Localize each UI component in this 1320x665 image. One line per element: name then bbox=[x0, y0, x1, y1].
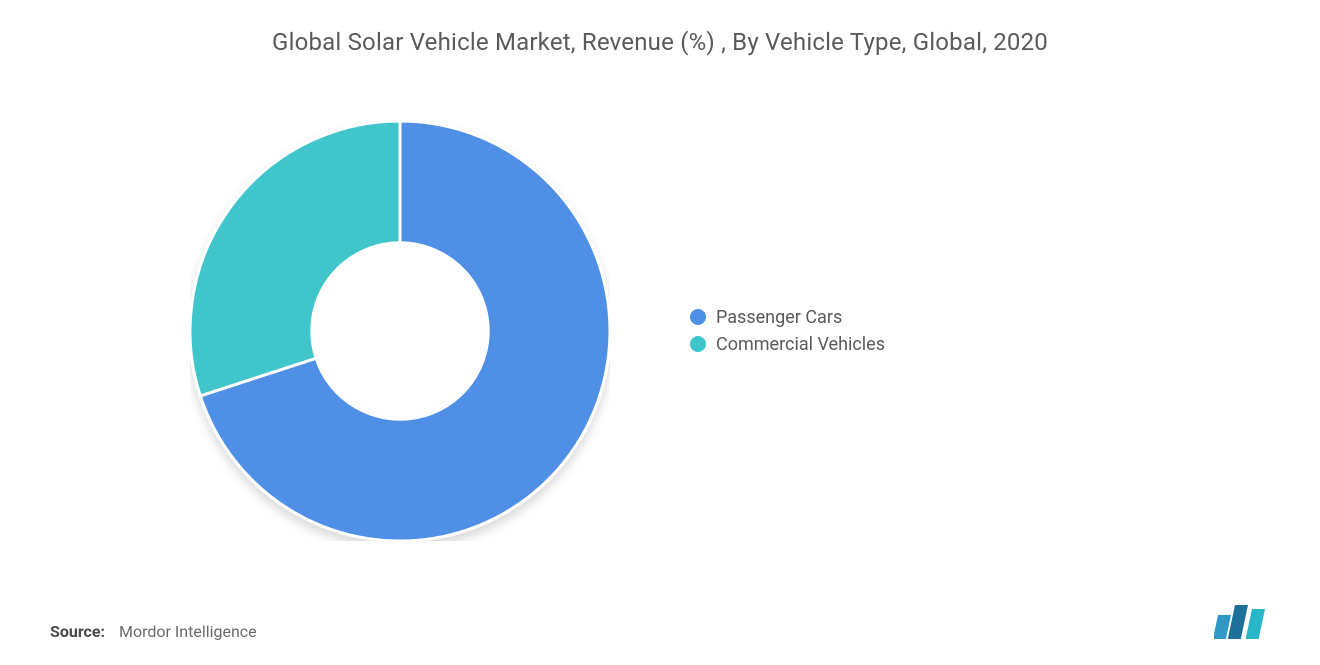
logo-bar bbox=[1246, 609, 1265, 639]
logo-bar bbox=[1228, 605, 1248, 639]
footer: Source: Mordor Intelligence bbox=[50, 595, 1270, 641]
legend-swatch bbox=[690, 309, 706, 325]
donut-hole bbox=[312, 242, 488, 418]
brand-logo bbox=[1214, 603, 1270, 641]
chart-title: Global Solar Vehicle Market, Revenue (%)… bbox=[50, 28, 1270, 56]
legend-item: Passenger Cars bbox=[690, 307, 885, 328]
source-label: Source: bbox=[50, 622, 105, 641]
chart-area: Passenger Cars Commercial Vehicles bbox=[50, 66, 1270, 595]
chart-card: Global Solar Vehicle Market, Revenue (%)… bbox=[0, 0, 1320, 665]
mordor-logo-icon bbox=[1214, 603, 1270, 641]
legend: Passenger Cars Commercial Vehicles bbox=[690, 307, 885, 355]
source-text: Source: Mordor Intelligence bbox=[50, 622, 257, 641]
legend-label: Passenger Cars bbox=[716, 307, 842, 328]
donut-chart bbox=[190, 121, 610, 541]
legend-item: Commercial Vehicles bbox=[690, 334, 885, 355]
legend-swatch bbox=[690, 336, 706, 352]
donut-svg bbox=[190, 121, 610, 541]
source-value: Mordor Intelligence bbox=[119, 622, 257, 641]
logo-bar bbox=[1214, 615, 1231, 639]
legend-label: Commercial Vehicles bbox=[716, 334, 885, 355]
